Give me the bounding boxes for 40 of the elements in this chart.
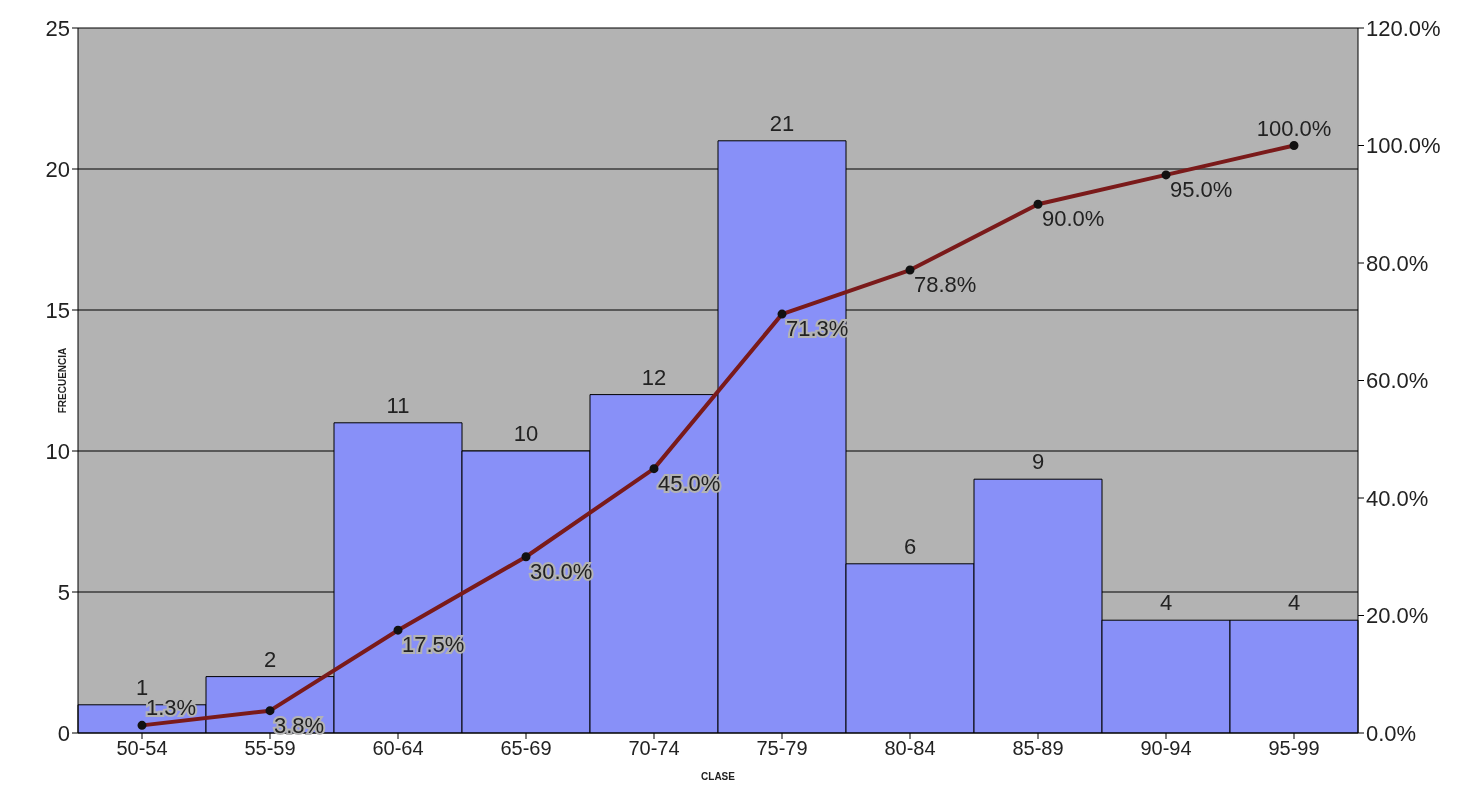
data-label: 4 bbox=[1287, 590, 1301, 616]
y2-tick-label: 60.0% bbox=[1366, 368, 1429, 394]
y2-tick-label: 0.0% bbox=[1366, 720, 1417, 746]
x-tick-label: 85-89 bbox=[1012, 737, 1064, 760]
data-label: 2 bbox=[263, 646, 277, 672]
data-label: 4 bbox=[1159, 590, 1173, 616]
data-label: 3.8% bbox=[274, 712, 325, 738]
x-tick-label: 50-54 bbox=[116, 737, 168, 760]
x-tick-label: 65-69 bbox=[500, 737, 552, 760]
data-label: 90.0% bbox=[1042, 206, 1105, 232]
y2-tick-label: 80.0% bbox=[1366, 250, 1429, 276]
x-tick-label: 55-59 bbox=[244, 737, 296, 760]
y-tick-label: 20 bbox=[45, 156, 70, 182]
x-axis-title: CLASE bbox=[701, 771, 736, 782]
data-label: 78.8% bbox=[914, 272, 977, 298]
y-tick-label: 0 bbox=[57, 720, 70, 746]
y2-tick-label: 100.0% bbox=[1366, 133, 1441, 159]
x-tick-label: 90-94 bbox=[1140, 737, 1192, 760]
data-label: 21 bbox=[769, 110, 795, 136]
x-tick-label: 60-64 bbox=[372, 737, 424, 760]
data-label: 1 bbox=[135, 674, 149, 700]
y2-tick-label: 20.0% bbox=[1366, 603, 1429, 629]
data-label: 95.0% bbox=[1170, 176, 1233, 202]
y-axis-title: FRECUENCIA bbox=[56, 347, 68, 414]
data-label: 6 bbox=[903, 533, 917, 559]
x-tick-label: 70-74 bbox=[628, 737, 680, 760]
data-label: 100.0% bbox=[1256, 115, 1332, 141]
y-tick-label: 5 bbox=[57, 579, 70, 605]
data-label: 12 bbox=[641, 364, 667, 390]
y-tick-label: 10 bbox=[45, 438, 70, 464]
data-label: 11 bbox=[386, 392, 410, 418]
x-tick-label: 75-79 bbox=[756, 737, 808, 760]
y2-tick-label: 40.0% bbox=[1366, 485, 1429, 511]
x-tick-label: 80-84 bbox=[884, 737, 936, 760]
data-label: 10 bbox=[513, 421, 539, 446]
y-tick-label: 25 bbox=[45, 15, 70, 41]
y2-tick-label: 120.0% bbox=[1366, 15, 1441, 41]
y-tick-label: 15 bbox=[45, 297, 70, 323]
x-tick-label: 95-99 bbox=[1268, 737, 1320, 760]
data-label: 9 bbox=[1031, 449, 1045, 475]
